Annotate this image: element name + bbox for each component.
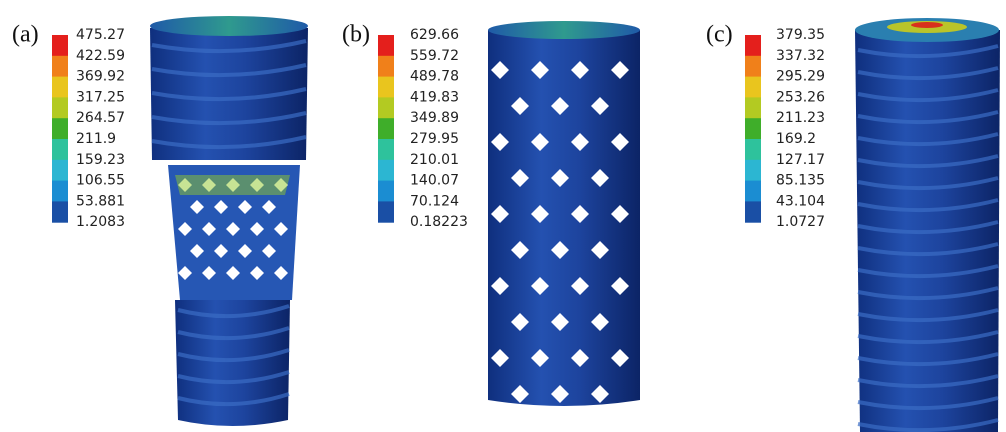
legend-value: 106.55 — [76, 173, 125, 189]
color-band — [52, 160, 68, 181]
color-band — [745, 97, 761, 118]
legend-value: 369.92 — [76, 69, 125, 85]
color-band — [378, 77, 394, 98]
color-band — [745, 118, 761, 139]
legend-value: 70.124 — [410, 193, 459, 209]
color-band — [378, 139, 394, 160]
legend-value: 211.9 — [76, 131, 116, 147]
legend-value: 337.32 — [776, 48, 825, 64]
color-band — [745, 56, 761, 77]
color-band — [52, 97, 68, 118]
color-band — [745, 77, 761, 98]
color-band — [745, 35, 761, 56]
legend-value: 559.72 — [410, 48, 459, 64]
legend-value: 159.23 — [76, 152, 125, 168]
color-band — [378, 201, 394, 222]
legend-value: 264.57 — [76, 110, 125, 126]
figure: (a) 475.27 422.59 369.92 317.25 264.57 211.9 15… — [0, 0, 1006, 432]
color-band — [745, 201, 761, 222]
legend-value: 349.89 — [410, 110, 459, 126]
color-band — [52, 118, 68, 139]
color-band — [378, 56, 394, 77]
legend-value: 127.17 — [776, 152, 825, 168]
legend-value: 475.27 — [76, 27, 125, 43]
color-band — [378, 97, 394, 118]
legend-value: 85.135 — [776, 173, 825, 189]
legend-value: 317.25 — [76, 89, 125, 105]
stress-spot — [175, 175, 290, 195]
color-band — [52, 56, 68, 77]
legend-value: 419.83 — [410, 89, 459, 105]
legend-value: 43.104 — [776, 193, 825, 209]
legend-value: 253.26 — [776, 89, 825, 105]
implant-a — [150, 16, 308, 426]
legend-value: 1.0727 — [776, 214, 825, 230]
color-band — [52, 181, 68, 202]
color-band — [378, 181, 394, 202]
legend-value: 53.881 — [76, 193, 125, 209]
color-band — [745, 181, 761, 202]
legend-value: 211.23 — [776, 110, 825, 126]
legend-value: 295.29 — [776, 69, 825, 85]
panel-label: (b) — [342, 22, 370, 48]
color-band — [52, 77, 68, 98]
color-band — [745, 160, 761, 181]
legend-value: 279.95 — [410, 131, 459, 147]
legend-value: 422.59 — [76, 48, 125, 64]
legend-value: 140.07 — [410, 173, 459, 189]
color-band — [52, 35, 68, 56]
panel-label: (c) — [706, 22, 733, 48]
color-band — [52, 201, 68, 222]
color-band — [745, 139, 761, 160]
color-band — [378, 118, 394, 139]
panel-label: (a) — [12, 22, 39, 48]
legend-value: 379.35 — [776, 27, 825, 43]
color-band — [52, 139, 68, 160]
legend-value: 629.66 — [410, 27, 459, 43]
legend-value: 169.2 — [776, 131, 816, 147]
color-band — [378, 35, 394, 56]
color-band — [378, 160, 394, 181]
legend-value: 489.78 — [410, 69, 459, 85]
legend-value: 0.18223 — [410, 214, 468, 230]
legend-value: 210.01 — [410, 152, 459, 168]
legend-value: 1.2083 — [76, 214, 125, 230]
